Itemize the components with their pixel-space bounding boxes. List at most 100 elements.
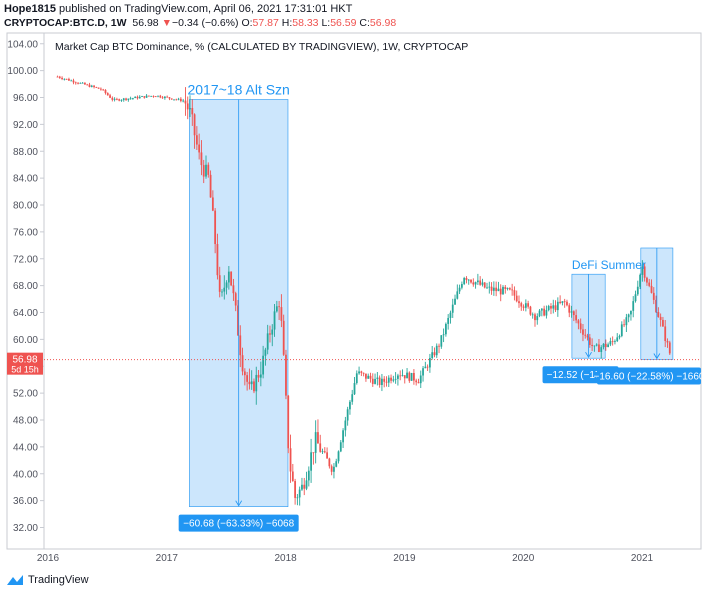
alt-season-label: 2017~18 Alt Szn bbox=[187, 82, 289, 98]
candle-body bbox=[84, 82, 86, 85]
publish-info: Hope1815 published on TradingView.com, A… bbox=[4, 3, 352, 15]
candle-body bbox=[173, 99, 175, 101]
author-name[interactable]: Hope1815 bbox=[4, 3, 56, 15]
candle-body bbox=[387, 377, 390, 383]
candle-body bbox=[582, 329, 584, 335]
chart-title: Market Cap BTC Dominance, % (CALCULATED … bbox=[55, 41, 468, 53]
candle-body bbox=[433, 352, 436, 356]
candle-body bbox=[113, 98, 116, 100]
candle-body bbox=[193, 114, 196, 136]
candle-body bbox=[458, 287, 461, 292]
candle-body bbox=[271, 329, 274, 335]
candle-body bbox=[449, 312, 452, 318]
candle-body bbox=[394, 378, 397, 380]
candle-body bbox=[150, 95, 153, 97]
candle-body bbox=[339, 442, 342, 452]
candle-body bbox=[376, 377, 379, 379]
candle-body bbox=[454, 298, 456, 305]
candle-body bbox=[248, 381, 251, 385]
current-price-value: 56.98 bbox=[12, 355, 37, 366]
candle-body bbox=[636, 286, 639, 295]
candle-body bbox=[668, 342, 671, 354]
y-tick-label: 44.00 bbox=[13, 442, 38, 453]
candle-body bbox=[616, 337, 619, 342]
y-tick-label: 40.00 bbox=[13, 469, 38, 480]
time-axis[interactable]: 2016 2017 2018 2019 2020 2021 bbox=[37, 553, 654, 564]
high-value: 58.33 bbox=[292, 17, 319, 29]
candle-body bbox=[556, 301, 559, 311]
candle-body bbox=[307, 470, 310, 481]
candle-body bbox=[451, 304, 454, 313]
candle-body bbox=[522, 306, 525, 308]
candle-body bbox=[422, 368, 424, 376]
price-axis[interactable]: 104.00 100.00 96.00 92.00 88.00 84.00 80.00 76.… bbox=[7, 39, 44, 534]
candle-body bbox=[527, 303, 530, 307]
candle-body bbox=[225, 282, 228, 288]
candle-body bbox=[385, 381, 388, 383]
candle-body bbox=[552, 305, 555, 309]
candle-body bbox=[79, 82, 82, 84]
candle-body bbox=[81, 82, 84, 84]
candle-body bbox=[205, 164, 207, 177]
candle-body bbox=[568, 305, 571, 313]
candle-body bbox=[646, 277, 648, 283]
measure-boxes bbox=[189, 99, 674, 507]
candle-body bbox=[342, 430, 344, 443]
measure-overlays: 2017~18 Alt Szn DeFi Summer −60.68 (−63.33… bbox=[178, 82, 705, 532]
x-tick-label: 2021 bbox=[631, 553, 654, 564]
candle-body bbox=[255, 374, 258, 392]
candle-body bbox=[492, 287, 495, 291]
candle-body bbox=[659, 316, 662, 320]
candle-body bbox=[291, 471, 294, 482]
candle-body bbox=[262, 355, 265, 375]
candle-body bbox=[497, 288, 500, 292]
candle-body bbox=[106, 93, 109, 96]
candle-body bbox=[515, 295, 518, 302]
candle-body bbox=[456, 291, 459, 299]
candle-body bbox=[161, 97, 164, 99]
candle-body bbox=[120, 99, 123, 101]
candle-body bbox=[486, 287, 488, 289]
x-tick-label: 2019 bbox=[393, 553, 416, 564]
tradingview-footer[interactable]: TradingView bbox=[6, 574, 89, 586]
candle-body bbox=[168, 97, 171, 99]
candle-body bbox=[381, 378, 383, 385]
candle-body bbox=[488, 286, 491, 288]
price-chart[interactable]: 104.00 100.00 96.00 92.00 88.00 84.00 80.00 76.… bbox=[0, 32, 706, 597]
candle-body bbox=[483, 282, 486, 288]
candle-body bbox=[648, 282, 651, 286]
candle-body bbox=[467, 279, 470, 281]
candle-body bbox=[72, 80, 75, 83]
candle-body bbox=[662, 319, 664, 327]
candle-body bbox=[579, 323, 582, 330]
candle-body bbox=[428, 358, 431, 368]
alt-season-stats: −60.68 (−63.33%) −6068 bbox=[183, 519, 294, 530]
candle-body bbox=[362, 372, 365, 374]
candle-body bbox=[116, 98, 118, 100]
candle-body bbox=[337, 451, 340, 462]
candle-body bbox=[545, 310, 548, 316]
candle-body bbox=[641, 266, 644, 275]
candle-body bbox=[547, 306, 550, 311]
candle-body bbox=[305, 480, 308, 489]
candle-body bbox=[129, 98, 132, 100]
candle-body bbox=[191, 108, 194, 115]
candle-body bbox=[70, 80, 73, 82]
candle-body bbox=[227, 271, 230, 283]
y-tick-label: 64.00 bbox=[13, 308, 38, 319]
candle-body bbox=[655, 299, 657, 313]
x-tick-label: 2016 bbox=[37, 553, 60, 564]
candle-body bbox=[536, 316, 539, 321]
candle-body bbox=[257, 374, 260, 378]
candle-body bbox=[417, 382, 420, 384]
current-price-tag-bg bbox=[7, 352, 43, 375]
candle-body bbox=[520, 303, 523, 307]
candle-body bbox=[163, 96, 166, 99]
candle-body bbox=[529, 306, 532, 315]
candle-body bbox=[250, 381, 253, 385]
candle-body bbox=[134, 96, 137, 99]
candle-body bbox=[365, 373, 367, 379]
change-value: −0.34 (−0.6%) bbox=[171, 17, 239, 29]
candle-body bbox=[243, 371, 246, 376]
candle-body bbox=[559, 301, 562, 303]
